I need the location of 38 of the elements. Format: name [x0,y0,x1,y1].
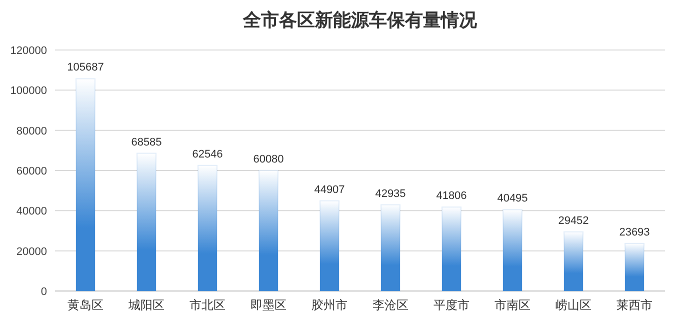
bar [380,204,400,292]
y-tick-label: 120000 [10,45,47,57]
x-tick-label: 市南区 [494,298,530,312]
data-label: 105687 [67,62,104,74]
data-label: 29452 [558,214,589,227]
bar [502,209,522,292]
data-label: 41806 [436,190,467,202]
data-label: 23693 [619,226,650,238]
chart-title: 全市各区新能源车保有量情况 [242,10,478,31]
bar [564,231,584,292]
x-tick-label: 李沧区 [372,298,408,312]
bar [136,152,156,292]
data-label: 60080 [253,153,284,166]
bar [442,206,462,292]
data-label: 42935 [375,188,406,200]
x-tick-label: 城阳区 [128,298,164,312]
bar [198,164,218,292]
data-label: 68585 [131,136,162,148]
x-tick-label: 崂山区 [556,298,592,312]
bar [258,170,278,292]
data-label: 44907 [314,184,345,196]
data-label: 62546 [192,148,223,160]
x-tick-label: 胶州市 [312,298,348,312]
x-tick-label: 黄岛区 [68,298,104,312]
bar [624,242,644,292]
bar [76,78,96,292]
x-tick-label: 莱西市 [616,298,652,312]
x-tick-label: 即墨区 [250,298,286,312]
y-tick-label: 0 [40,286,47,298]
y-tick-label: 60000 [16,166,47,178]
y-tick-label: 40000 [16,206,47,218]
y-tick-label: 80000 [16,125,47,138]
bar [320,200,340,292]
x-tick-label: 市北区 [190,298,226,312]
data-label: 40495 [497,192,528,205]
y-tick-label: 20000 [16,246,47,258]
x-tick-label: 平度市 [434,298,470,312]
y-tick-label: 100000 [10,85,47,98]
